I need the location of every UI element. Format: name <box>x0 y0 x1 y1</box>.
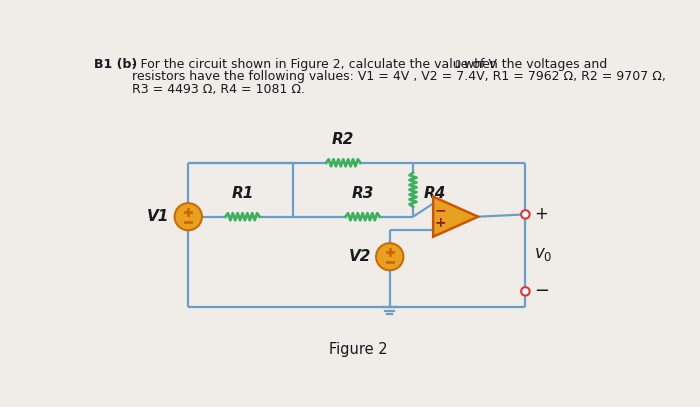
Text: V2: V2 <box>349 249 371 264</box>
Text: $v_0$: $v_0$ <box>534 245 552 263</box>
Text: R1: R1 <box>231 186 253 201</box>
Text: when the voltages and: when the voltages and <box>459 58 607 71</box>
Text: +: + <box>434 217 446 230</box>
Circle shape <box>176 205 200 229</box>
Text: V1: V1 <box>147 209 169 224</box>
Circle shape <box>378 245 402 269</box>
Circle shape <box>174 203 202 230</box>
Text: R3 = 4493 Ω, R4 = 1081 Ω.: R3 = 4493 Ω, R4 = 1081 Ω. <box>132 83 305 96</box>
Text: +: + <box>534 206 548 223</box>
Text: Figure 2: Figure 2 <box>330 341 388 357</box>
Circle shape <box>521 287 530 295</box>
Circle shape <box>521 210 530 219</box>
Text: R4: R4 <box>424 186 446 201</box>
Text: B1 (b): B1 (b) <box>94 58 137 71</box>
Polygon shape <box>433 197 478 237</box>
Text: resistors have the following values: V1 = 4V , V2 = 7.4V, R1 = 7962 Ω, R2 = 9707: resistors have the following values: V1 … <box>132 70 666 83</box>
Text: R3: R3 <box>351 186 374 201</box>
Text: −: − <box>534 282 549 300</box>
Text: −: − <box>434 203 446 217</box>
Text: - For the circuit shown in Figure 2, calculate the value of V: - For the circuit shown in Figure 2, cal… <box>132 58 498 71</box>
Text: 0: 0 <box>455 60 461 70</box>
Circle shape <box>376 243 404 271</box>
Text: R2: R2 <box>332 132 354 147</box>
